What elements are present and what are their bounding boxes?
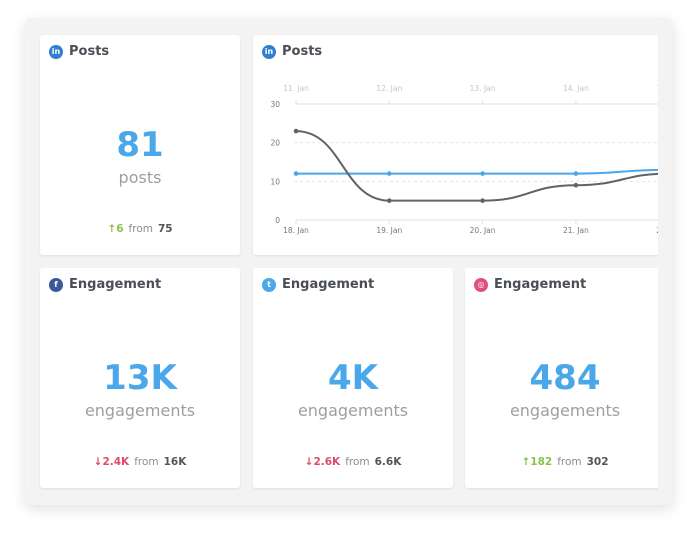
- twitter-icon: t: [262, 277, 276, 292]
- x-tick-label: 19. Jan: [376, 226, 402, 235]
- arrow-down-icon: ↓: [93, 456, 103, 468]
- y-tick-label: 30: [270, 100, 280, 109]
- stat-change: ↓2.6K from 6.6K: [304, 456, 402, 468]
- x2-tick-label: 13. Jan: [470, 84, 496, 93]
- stat-unit: engagements: [297, 401, 409, 420]
- y-tick-label: 10: [270, 177, 280, 186]
- facebook-icon: f: [49, 277, 63, 292]
- data-point: [293, 128, 299, 134]
- twitter-engagement-card: t Engagement 4K engagements ↓2.6K from 6.6K: [253, 268, 453, 488]
- data-point: [573, 171, 579, 176]
- stat-change: ↑6 from 75: [107, 223, 173, 235]
- x2-tick-label: 11. Jan: [283, 84, 309, 93]
- posts-line-chart: 0 10 20 30 18. Jan 19. Jan 20. Jan 21. Jan 22. J…: [270, 84, 658, 235]
- data-point: [387, 198, 392, 203]
- stat-unit: posts: [118, 168, 162, 187]
- linkedin-icon: in: [262, 44, 276, 59]
- stat-value: 484: [529, 358, 601, 398]
- data-point: [480, 171, 485, 176]
- data-point: [480, 198, 485, 203]
- dashboard-frame: in Posts 81 posts ↑6 from 75 in Posts 0 10 20 3…: [25, 18, 673, 505]
- stat-value: 4K: [327, 358, 378, 398]
- instagram-engagement-card: ◎ Engagement 484 engagements ↑182 from 302: [465, 268, 658, 488]
- stat-unit: engagements: [84, 401, 196, 420]
- x-tick-label: 22. Jan: [656, 226, 658, 235]
- x2-tick-label: 12. Jan: [376, 84, 402, 93]
- arrow-down-icon: ↓: [304, 456, 314, 468]
- stat-unit: engagements: [509, 401, 621, 420]
- card-title: Engagement: [282, 277, 375, 292]
- x-tick-label: 20. Jan: [470, 226, 496, 235]
- stat-value: 81: [116, 125, 164, 165]
- stat-change: ↑182 from 302: [521, 456, 609, 468]
- x-tick-label: 21. Jan: [563, 226, 589, 235]
- card-title: Posts: [69, 44, 110, 59]
- stat-value: 13K: [103, 358, 177, 398]
- y-tick-label: 0: [275, 216, 280, 225]
- facebook-engagement-card: f Engagement 13K engagements ↓2.4K from 16K: [40, 268, 240, 488]
- x2-tick-label: 15. Jan: [656, 84, 658, 93]
- linkedin-posts-card: in Posts 81 posts ↑6 from 75: [40, 35, 240, 255]
- data-point: [573, 182, 579, 188]
- linkedin-icon: in: [49, 44, 63, 59]
- x-tick-label: 18. Jan: [283, 226, 309, 235]
- series-line: [295, 130, 658, 202]
- arrow-up-icon: ↑: [521, 456, 531, 468]
- linkedin-posts-chart-card: in Posts 0 10 20 30 18. Jan 19. Jan 20. Jan 21. …: [253, 35, 658, 255]
- data-point: [293, 171, 299, 176]
- card-title: Engagement: [494, 277, 587, 292]
- data-point: [387, 171, 392, 176]
- stat-change: ↓2.4K from 16K: [93, 456, 187, 468]
- y-tick-label: 20: [270, 139, 280, 148]
- arrow-up-icon: ↑: [107, 223, 117, 235]
- card-title: Posts: [282, 44, 323, 59]
- series-line: [296, 168, 658, 175]
- card-title: Engagement: [69, 277, 162, 292]
- instagram-icon: ◎: [474, 277, 488, 292]
- x2-tick-label: 14. Jan: [563, 84, 589, 93]
